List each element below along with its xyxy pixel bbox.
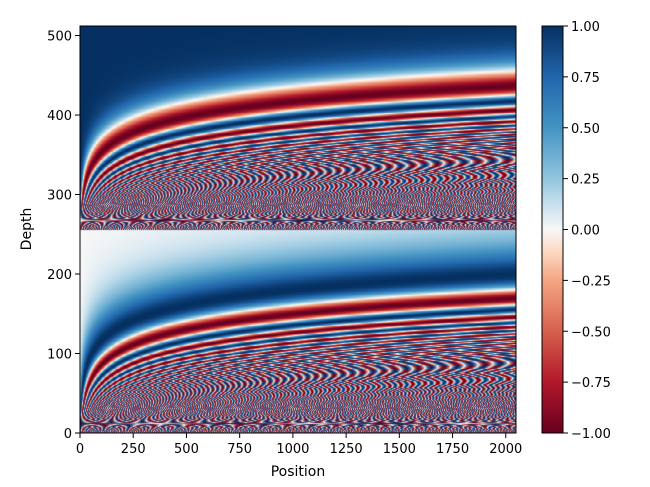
colorbar-tick-label: 0.75	[571, 71, 600, 86]
y-tick-label: 300	[47, 189, 72, 204]
x-tick-label: 250	[121, 442, 146, 457]
x-tick-label: 0	[76, 442, 84, 457]
x-axis-ticks: 0 250 500 750 1000 1250 1500 1750 2000	[76, 433, 522, 457]
y-axis-ticks: 0 100 200 300 400 500	[47, 30, 80, 442]
y-axis-label: Depth	[19, 208, 35, 251]
heatmap-image	[80, 26, 516, 433]
x-tick-label: 750	[227, 442, 252, 457]
colorbar	[541, 25, 564, 434]
x-tick-label: 1750	[436, 442, 469, 457]
y-tick-label: 100	[47, 348, 72, 363]
y-tick-label: 0	[64, 427, 72, 442]
plot-frame	[79, 25, 517, 434]
y-tick-label: 400	[47, 109, 72, 124]
colorbar-tick-label: 0.25	[571, 173, 600, 188]
x-tick-label: 1000	[276, 442, 309, 457]
colorbar-tick-label: 1.00	[571, 20, 600, 35]
colorbar-ticks: −1.00 −0.75 −0.50 −0.25 0.00 0.25 0.50 0.75 1.00	[563, 20, 611, 442]
colorbar-tick-label: 0.50	[571, 122, 600, 137]
x-tick-label: 1250	[330, 442, 363, 457]
colorbar-tick-label: −0.50	[571, 325, 611, 340]
x-tick-label: 500	[174, 442, 199, 457]
colorbar-tick-label: −0.25	[571, 274, 611, 289]
colorbar-tick-label: −1.00	[571, 427, 611, 442]
colorbar-tick-label: −0.75	[571, 376, 611, 391]
y-tick-label: 500	[47, 30, 72, 45]
x-tick-label: 2000	[489, 442, 522, 457]
colorbar-tick-label: 0.00	[571, 224, 600, 239]
x-tick-label: 1500	[383, 442, 416, 457]
y-tick-label: 200	[47, 268, 72, 283]
x-axis-label: Position	[271, 464, 326, 480]
